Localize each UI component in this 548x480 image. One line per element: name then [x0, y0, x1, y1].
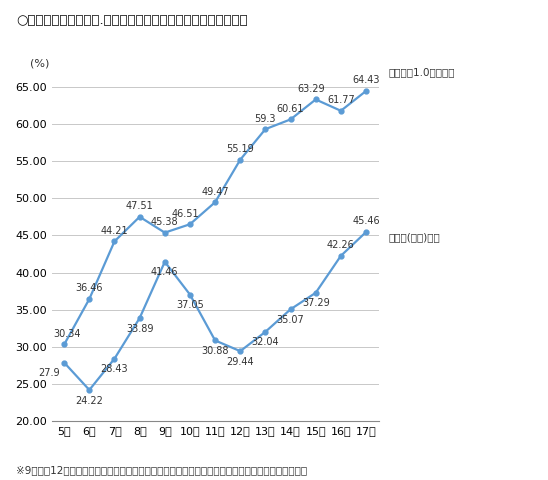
Text: 46.51: 46.51 — [172, 209, 199, 219]
Text: 27.9: 27.9 — [38, 368, 60, 378]
Text: ○年齢別　裸眼視力１.０未満の者、むし歯（う歯）の者の割合: ○年齢別 裸眼視力１.０未満の者、むし歯（う歯）の者の割合 — [16, 14, 248, 27]
Text: 30.88: 30.88 — [201, 346, 229, 356]
Text: 36.46: 36.46 — [76, 283, 103, 293]
Text: 64.43: 64.43 — [352, 75, 380, 85]
Text: 45.38: 45.38 — [151, 217, 179, 227]
Text: 28.43: 28.43 — [101, 364, 128, 374]
Text: 44.21: 44.21 — [101, 226, 128, 236]
Text: 60.61: 60.61 — [277, 104, 304, 114]
Text: 59.3: 59.3 — [255, 114, 276, 123]
Text: 45.46: 45.46 — [352, 216, 380, 227]
Text: 41.46: 41.46 — [151, 267, 179, 277]
Text: 33.89: 33.89 — [126, 324, 153, 334]
Text: 24.22: 24.22 — [76, 396, 103, 406]
Text: むし歯(う歯)の者: むし歯(う歯)の者 — [389, 232, 441, 242]
Text: 49.47: 49.47 — [201, 187, 229, 197]
Text: 61.77: 61.77 — [327, 95, 355, 105]
Text: 55.19: 55.19 — [226, 144, 254, 154]
Text: 42.26: 42.26 — [327, 240, 355, 250]
Text: 63.29: 63.29 — [298, 84, 326, 94]
Text: 37.05: 37.05 — [176, 300, 204, 310]
Text: 35.07: 35.07 — [277, 315, 305, 325]
Text: 29.44: 29.44 — [226, 357, 254, 367]
Text: 47.51: 47.51 — [126, 201, 153, 211]
Text: ※9歳から12歳において割合が減少するのは，乳歯が生え替わることが影響していると考えられる。: ※9歳から12歳において割合が減少するのは，乳歯が生え替わることが影響していると… — [16, 465, 307, 475]
Text: 30.34: 30.34 — [53, 329, 81, 339]
Text: 32.04: 32.04 — [252, 337, 279, 348]
Text: 37.29: 37.29 — [302, 299, 329, 308]
Text: (%): (%) — [30, 59, 50, 69]
Text: 裸眼視力1.0未満の者: 裸眼視力1.0未満の者 — [389, 67, 455, 77]
